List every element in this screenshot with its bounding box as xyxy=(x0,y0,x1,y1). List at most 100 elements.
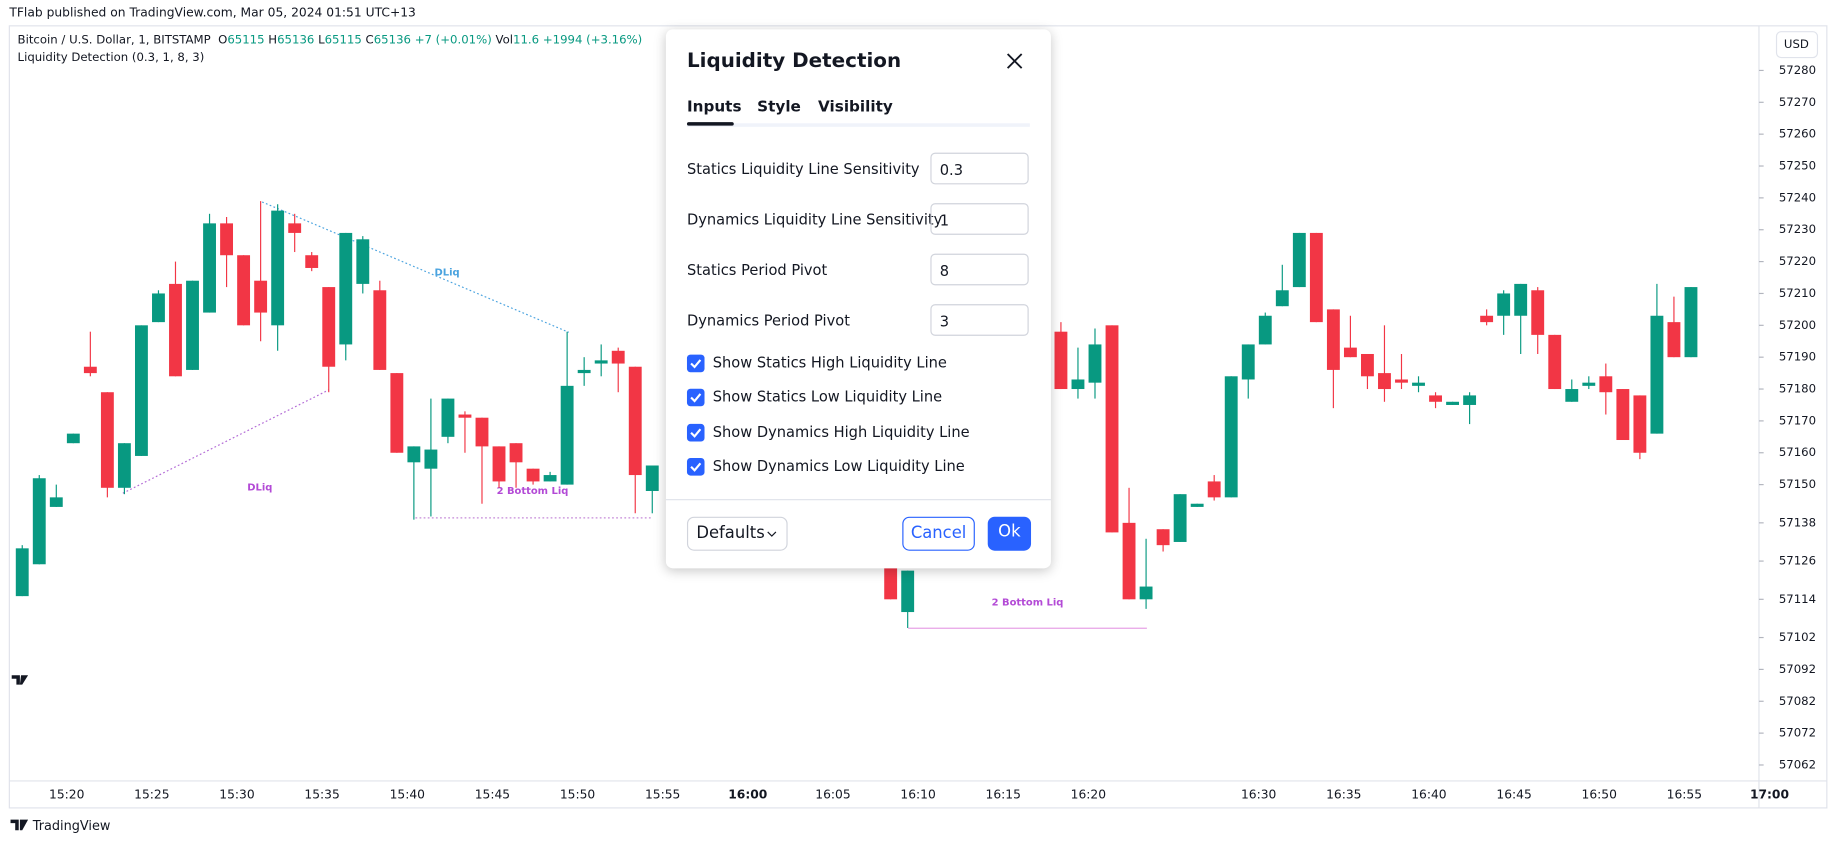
candle-body xyxy=(1599,376,1613,393)
candle-body xyxy=(356,239,370,284)
change: +7 (+0.01%) xyxy=(414,34,492,47)
annotation: DLiq xyxy=(435,267,460,278)
candle-body xyxy=(1292,232,1306,288)
field-input[interactable]: 8 xyxy=(930,253,1029,286)
candle-body xyxy=(441,398,455,437)
tab-underline xyxy=(686,122,734,126)
cancel-button[interactable]: Cancel xyxy=(902,516,975,551)
candle-body xyxy=(49,497,63,507)
ohlc-value: 65115 xyxy=(324,34,362,47)
ok-button[interactable]: Ok xyxy=(987,516,1032,551)
candle-body xyxy=(1395,379,1408,383)
footer-logo xyxy=(10,819,29,831)
x-tick-label: 17:00 xyxy=(1750,787,1789,801)
tab[interactable]: Style xyxy=(757,98,801,117)
candle-body xyxy=(1122,522,1136,600)
x-tick-label: 15:25 xyxy=(134,787,169,801)
candle-body xyxy=(577,369,591,374)
x-tick-label: 16:40 xyxy=(1411,787,1446,801)
candle-body xyxy=(220,223,234,256)
y-tick-label: 57114 xyxy=(1779,592,1816,606)
candle-body xyxy=(1565,389,1579,402)
checkbox-label: Show Statics High Liquidity Line xyxy=(712,353,947,372)
candle-body xyxy=(1514,283,1528,316)
field-input[interactable]: 0.3 xyxy=(930,152,1029,185)
footer-brand: TradingView xyxy=(32,819,111,834)
candle-body xyxy=(1429,395,1442,402)
y-tick-label: 57250 xyxy=(1779,159,1816,173)
tab[interactable]: Inputs xyxy=(686,98,742,117)
y-tick-label: 57280 xyxy=(1779,63,1816,77)
candle-body xyxy=(1616,389,1630,441)
candle-body xyxy=(1343,347,1357,358)
chart-frame xyxy=(8,25,1828,809)
x-tick-label: 16:20 xyxy=(1071,787,1106,801)
candle-body xyxy=(322,287,336,367)
candle-body xyxy=(254,280,268,313)
check-mark xyxy=(690,462,702,472)
y-tick-label: 57230 xyxy=(1779,222,1816,236)
volume-key: Vol xyxy=(495,34,514,47)
candle-body xyxy=(1582,382,1596,386)
candle-body xyxy=(1309,232,1323,323)
candle-body xyxy=(1054,331,1068,390)
candle-body xyxy=(1207,481,1221,498)
checkbox[interactable] xyxy=(686,457,705,476)
candle-body xyxy=(305,255,319,268)
y-tick-label: 57160 xyxy=(1779,445,1816,459)
y-tick-label: 57270 xyxy=(1779,95,1816,109)
candle-body xyxy=(1241,344,1255,380)
candle-body xyxy=(1156,529,1170,546)
candle-body xyxy=(509,443,523,463)
y-tick-label: 57260 xyxy=(1779,127,1816,141)
candle-body xyxy=(1190,503,1204,507)
checkbox-label: Show Statics Low Liquidity Line xyxy=(712,387,943,406)
x-tick-label: 15:50 xyxy=(560,787,595,801)
field-input[interactable]: 3 xyxy=(930,304,1029,336)
field-input[interactable]: 1 xyxy=(930,203,1029,235)
y-tick-label: 57082 xyxy=(1779,694,1816,708)
x-tick-label: 16:35 xyxy=(1326,787,1361,801)
defaults-label: Defaults xyxy=(696,523,765,543)
x-tick-label: 16:10 xyxy=(900,787,935,801)
close-button[interactable] xyxy=(1005,52,1024,71)
candle-body xyxy=(1378,373,1391,390)
candle-body xyxy=(407,446,421,463)
defaults-button[interactable]: Defaults xyxy=(686,516,788,551)
x-tick-label: 15:35 xyxy=(304,787,339,801)
candle-body xyxy=(560,385,574,485)
checkbox[interactable] xyxy=(686,389,705,407)
volume-change: +1994 (+3.16%) xyxy=(542,34,643,47)
y-tick-label: 57170 xyxy=(1779,413,1816,427)
candle-body xyxy=(169,283,182,377)
annotation: 2 Bottom Liq xyxy=(497,486,569,497)
candle-body xyxy=(1071,379,1085,390)
y-tick-label: 57138 xyxy=(1779,515,1816,529)
check-mark xyxy=(690,359,702,369)
ohlc-value: 65136 xyxy=(373,34,411,47)
candle-body xyxy=(117,443,131,488)
candle-body xyxy=(288,223,302,233)
candle-body xyxy=(884,567,898,600)
y-tick-label: 57200 xyxy=(1779,318,1816,332)
currency-button[interactable] xyxy=(1775,31,1819,59)
tab[interactable]: Visibility xyxy=(818,98,893,117)
checkbox[interactable] xyxy=(686,423,705,442)
candle-body xyxy=(1650,315,1664,434)
x-tick-label: 16:15 xyxy=(986,787,1021,801)
candle-body xyxy=(83,366,97,374)
symbol: Bitcoin / U.S. Dollar, 1, BITSTAMP xyxy=(17,34,211,47)
candle-body xyxy=(134,325,148,456)
candle-body xyxy=(390,373,404,453)
y-tick-label: 57240 xyxy=(1779,190,1816,204)
candle-body xyxy=(32,478,46,565)
ohlc-key: L xyxy=(318,34,325,47)
y-tick-label: 57062 xyxy=(1779,757,1816,771)
ohlc-key: O xyxy=(218,34,228,47)
checkbox[interactable] xyxy=(686,354,705,373)
candle-body xyxy=(66,433,80,444)
dialog-title: Liquidity Detection xyxy=(686,49,902,73)
annotation: 2 Bottom Liq xyxy=(992,597,1064,608)
